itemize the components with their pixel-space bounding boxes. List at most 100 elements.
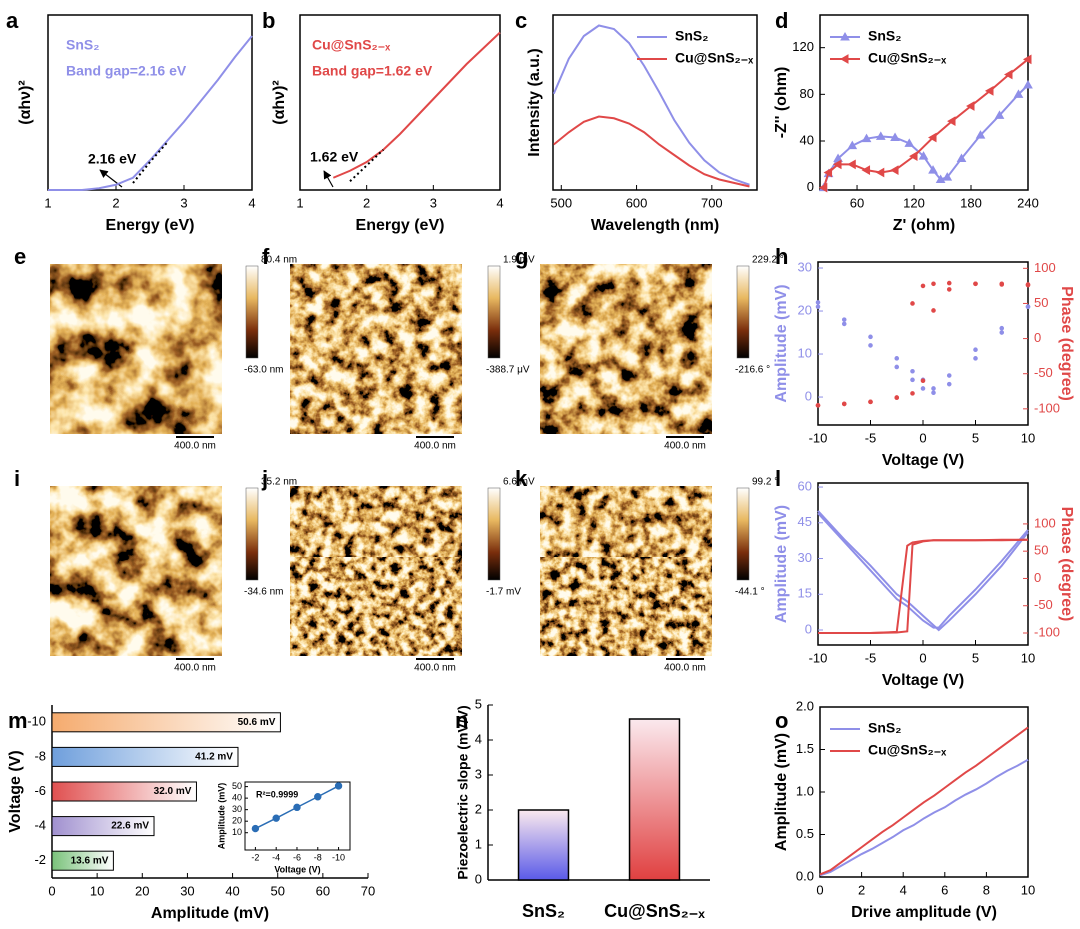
x-tick-label: 1 (296, 195, 303, 210)
panel-label: b (262, 8, 275, 33)
x-tick-label: -5 (865, 430, 877, 445)
marker (931, 308, 936, 313)
colorbar (736, 265, 750, 359)
y-axis-label: Amplitude (mV) (773, 505, 790, 623)
x-axis-label: Voltage (V) (274, 864, 320, 874)
y-tick-label: 20 (798, 302, 812, 317)
plot-frame (299, 14, 501, 191)
value-label: 13.6 mV (71, 855, 109, 866)
series-line (132, 142, 168, 184)
y-tick-label: 2 (475, 801, 482, 816)
series-line (822, 58, 1029, 188)
y-tick-label: 20 (232, 816, 242, 826)
y-tick-label: 0 (805, 621, 812, 636)
value-label: 32.0 mV (154, 786, 192, 797)
plot-frame (819, 706, 1029, 878)
y-tick-label: 30 (232, 804, 242, 814)
scale-bar-label: 400.0 nm (174, 663, 216, 674)
marker (1003, 69, 1013, 80)
x-tick-label: 600 (626, 195, 648, 210)
scale-bar-label: 400.0 nm (664, 663, 706, 674)
y2-tick-label: 0 (1034, 330, 1041, 345)
x-tick-label: 4 (248, 195, 255, 210)
y-tick-label: 80 (800, 86, 814, 101)
y-tick-label: 10 (232, 827, 242, 837)
x-tick-label: 60 (850, 195, 864, 210)
marker (946, 381, 952, 387)
y-tick-label: 0.0 (796, 868, 814, 883)
x-tick-label: 20 (135, 883, 149, 898)
x-tick-label: 50 (270, 883, 284, 898)
y2-tick-label: -100 (1034, 400, 1060, 415)
panel-label: h (775, 244, 788, 269)
marker (251, 824, 260, 833)
marker (946, 287, 952, 292)
series-line (819, 726, 1029, 876)
panel-label: j (261, 466, 268, 491)
marker (868, 334, 873, 340)
legend-label: Cu@SnS₂₋ₓ (868, 742, 947, 758)
marker (815, 403, 821, 408)
afm-image (540, 486, 712, 558)
x-tick-label: 30 (180, 883, 194, 898)
y-tick-label: 0.5 (796, 826, 814, 841)
value-label: 50.6 mV (238, 717, 276, 728)
marker (868, 343, 873, 348)
legend-label: Cu@SnS₂₋ₓ (868, 50, 947, 66)
y-tick-label: -2 (34, 852, 46, 867)
marker (1025, 304, 1031, 310)
series-line (552, 24, 750, 186)
marker (920, 386, 926, 391)
bar (51, 746, 239, 767)
bar (51, 781, 197, 802)
y-tick-label: 1 (475, 836, 482, 851)
y-tick-label: 0 (475, 871, 482, 886)
marker (894, 356, 900, 361)
marker (847, 140, 858, 150)
marker (931, 386, 936, 391)
y-axis-label: Intensity (a.u.) (526, 48, 543, 156)
x-tick-label: -5 (865, 650, 877, 665)
x-tick-label: SnS₂ (522, 901, 565, 921)
y-tick-label: 5 (475, 696, 482, 711)
plot-frame (47, 14, 253, 191)
marker (966, 101, 975, 111)
marker (1025, 282, 1031, 288)
x-tick-label: 1 (44, 195, 51, 210)
marker (910, 301, 915, 306)
y2-tick-label: -50 (1034, 597, 1053, 612)
x-tick-label: 2 (858, 882, 865, 897)
afm-image (50, 486, 222, 656)
colorbar-min: -216.6 ° (735, 365, 770, 376)
marker (818, 182, 828, 193)
x-tick-label: 10 (1021, 650, 1035, 665)
y-tick-label: 4 (475, 731, 482, 746)
colorbar-max: 80.4 nm (261, 255, 297, 266)
marker (1013, 89, 1024, 98)
marker (975, 130, 986, 139)
panel-label: d (775, 8, 788, 33)
annotation: 1.62 eV (310, 149, 359, 165)
annotation: Band gap=1.62 eV (312, 63, 433, 79)
plot-frame (819, 14, 1029, 191)
marker (894, 364, 900, 370)
y-tick-label: 10 (798, 345, 812, 360)
marker (890, 165, 899, 176)
colorbar-max: 99.2 ° (752, 477, 778, 488)
colorbar-max: 35.2 nm (261, 477, 297, 488)
panel-label: i (14, 466, 20, 491)
marker (314, 793, 322, 801)
x-tick-label: -6 (293, 852, 301, 862)
marker (935, 174, 946, 183)
x-tick-label: 2 (363, 195, 370, 210)
y2-tick-label: -100 (1034, 624, 1060, 639)
x-tick-label: 10 (90, 883, 104, 898)
y-axis-label: Amplitude (mV) (773, 733, 790, 851)
series-line (553, 115, 750, 188)
y-tick-label: 30 (798, 259, 812, 274)
marker (910, 377, 915, 383)
x-tick-label: 70 (361, 883, 375, 898)
legend-label: SnS₂ (675, 28, 708, 44)
afm-image (290, 557, 462, 656)
